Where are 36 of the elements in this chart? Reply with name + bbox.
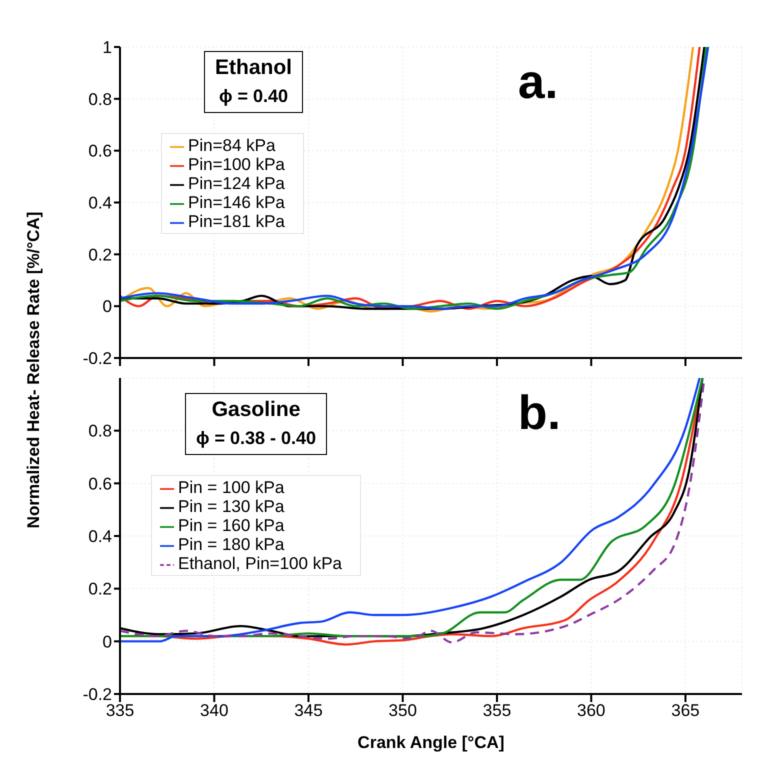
- x-tick-label: 350: [388, 701, 417, 720]
- y-tick-label: 0.8: [88, 90, 112, 109]
- legend-label: Pin=84 kPa: [188, 136, 276, 155]
- legend-label: Ethanol, Pin=100 kPa: [178, 554, 342, 573]
- y-tick-label: 0.2: [88, 580, 112, 599]
- x-tick-label: 340: [200, 701, 228, 720]
- x-tick-label: 355: [482, 701, 512, 720]
- annotation: Gasoline: [210, 397, 302, 423]
- x-tick-label: 360: [577, 701, 606, 720]
- legend-label: Pin = 100 kPa: [178, 478, 284, 497]
- legend-label: Pin=181 kPa: [188, 212, 285, 231]
- legend-label: Pin = 160 kPa: [178, 516, 284, 535]
- y-axis-title: Normalized Heat- Release Rate [%/°CA]: [24, 212, 44, 528]
- x-tick-label: 345: [294, 701, 323, 720]
- y-tick-label: 0.4: [88, 194, 112, 213]
- y-tick-label: 0: [102, 632, 112, 652]
- legend-label: Pin = 130 kPa: [178, 497, 284, 516]
- y-tick-label: 0: [102, 297, 112, 316]
- annotation: Ethanol: [215, 55, 292, 81]
- annotation: a.: [518, 55, 558, 111]
- legend-label: Pin=124 kPa: [188, 174, 285, 193]
- annotation: b.: [518, 386, 561, 442]
- annotation: ϕ = 0.38 - 0.40: [196, 427, 316, 450]
- x-axis-title: Crank Angle [°CA]: [358, 733, 504, 752]
- y-tick-label: 0.8: [88, 422, 112, 441]
- annotation: ϕ = 0.40: [218, 85, 290, 108]
- x-tick-label: 365: [671, 701, 700, 720]
- y-tick-label: 0.6: [88, 142, 112, 161]
- legend-label: Pin=146 kPa: [188, 193, 285, 212]
- y-tick-label: 0.4: [88, 527, 112, 546]
- y-tick-label: -0.2: [82, 349, 112, 368]
- legend-label: Pin = 180 kPa: [178, 535, 284, 554]
- y-tick-label: 0.6: [88, 474, 112, 494]
- y-tick-label: 1: [102, 38, 112, 58]
- y-tick-label: 0.2: [88, 245, 112, 264]
- legend-label: Pin=100 kPa: [188, 155, 285, 174]
